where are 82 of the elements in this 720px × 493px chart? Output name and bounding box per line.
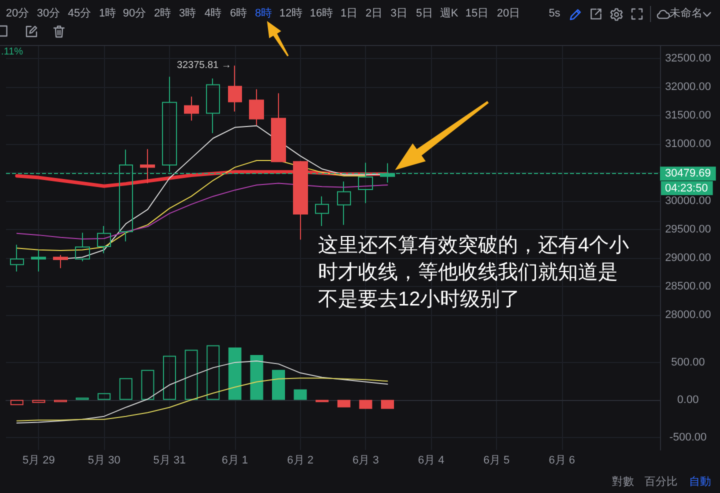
text: 15日 [465,8,489,20]
candlestick [140,148,155,184]
x-tick-label: 6月 4 [418,454,444,466]
x-tick-label: 6月 6 [548,454,576,466]
x-tick-label: 5月 31 [153,454,186,466]
text: 對數 [612,475,634,488]
bar [294,389,307,400]
x-tick-label: 5月 29 [22,454,55,466]
text: 自動 [689,476,711,488]
x-tick-label: 6月 3 [352,454,379,466]
x-tick-label: 5月 30 [88,454,120,466]
annotation: 这里还不算有效突破的，还有4个小时才收线，等他收线我们就知道是不是要去12小时级别了 [318,234,630,310]
y-tick-label: 0.00 [677,394,699,406]
text: 未命名 [670,8,702,20]
text: 1日 [340,8,358,20]
candlestick [249,88,264,126]
y-tick-label: -500.00 [669,431,707,444]
text: 5日 [416,8,434,20]
bar [228,347,242,400]
y-tick-label: 29500.00 [665,223,711,236]
text: 2日 [365,8,383,20]
bar [272,370,285,400]
bar [381,400,394,409]
text: 5s [548,8,560,20]
candlestick [10,244,24,272]
x-tick-label: 6月 5 [483,454,510,466]
bar [119,378,132,400]
text: 6時 [230,8,248,20]
y-tick-label: 29000.00 [665,252,711,264]
candlestick [31,249,46,272]
x-tick-label: 6月 2 [287,454,314,466]
line-series [16,360,388,424]
x-tick-label: 6月 1 [222,454,248,466]
text: 16時 [310,8,334,20]
candlestick [184,96,199,122]
y-tick-label: 31500.00 [665,109,711,122]
candlestick [228,65,242,112]
text: 30分 [36,8,60,20]
y-tick-label: 32000.00 [665,81,711,93]
y-tick-label: 28000.00 [665,308,711,321]
bar [98,393,111,400]
text: 3時 [178,8,196,20]
ref-line-label: 30479.69 [665,168,711,180]
text: 20分 [6,8,30,20]
text: 1時 [98,8,116,20]
candlestick [271,92,286,163]
candlestick [315,196,329,226]
y-tick-label: 30000.00 [665,194,711,207]
candlestick [337,181,351,226]
bar [163,356,176,400]
text: 04:23:50 [665,182,708,195]
bar [206,345,220,400]
text: 45分 [68,8,92,20]
text: 週K [440,8,458,20]
line-series [16,378,388,422]
text: 20日 [496,8,520,20]
bar [337,400,350,408]
text: 百分比 [644,475,678,488]
text: 8時 [254,8,272,20]
text: 3日 [390,8,408,20]
text: 12時 [279,8,303,20]
y-tick-label: 31000.00 [665,138,711,150]
bar [10,400,24,406]
candlestick [53,254,68,269]
candlestick [97,225,111,254]
y-tick-label: 28500.00 [665,280,711,292]
bar [250,354,264,400]
y-tick-label: 500.00 [671,356,705,368]
bar [32,400,46,403]
text: 90分 [122,8,146,20]
text: 4時 [204,8,222,20]
annotation: .11% [1,46,24,58]
candlestick [293,160,308,240]
y-tick-label: 32500.00 [665,52,711,65]
bar [359,400,372,409]
annotation: 32375.81 → [176,60,232,72]
bar [184,350,198,400]
text: 2時 [154,8,172,20]
bar [54,400,67,402]
bar [141,370,154,400]
candlestick [206,78,220,134]
candlestick [75,232,90,262]
